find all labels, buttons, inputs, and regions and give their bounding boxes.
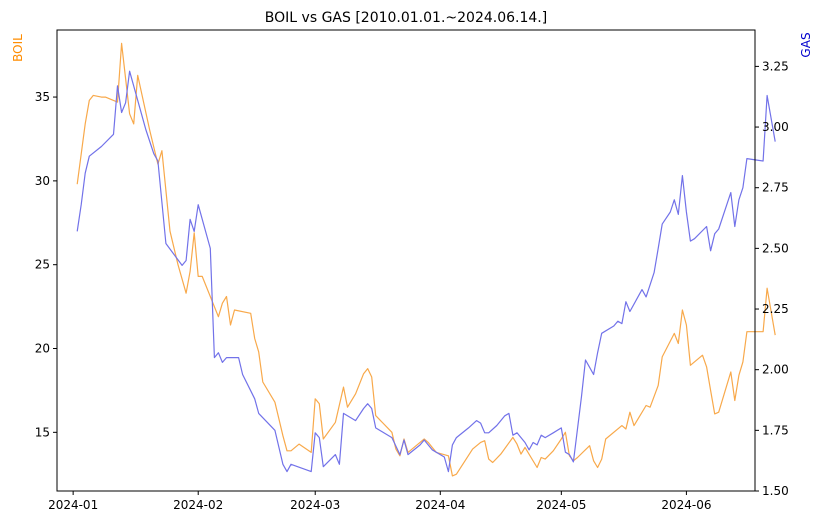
right-tick-label: 3.00 [762,120,789,134]
left-tick-label: 35 [35,90,50,104]
right-tick-label: 3.25 [762,59,789,73]
x-tick-label: 2024-02 [173,498,223,512]
x-tick-label: 2024-01 [48,498,98,512]
x-tick-label: 2024-04 [415,498,465,512]
left-tick-label: 20 [35,342,50,356]
right-tick-label: 2.25 [762,302,789,316]
left-tick-label: 25 [35,258,50,272]
right-tick-label: 2.50 [762,241,789,255]
left-axis-ticks: 15 20 25 30 35 [35,90,57,439]
right-tick-label: 2.00 [762,363,789,377]
right-axis-label: GAS [799,32,813,57]
left-tick-label: 30 [35,174,50,188]
x-tick-label: 2024-05 [536,498,586,512]
x-tick-label: 2024-06 [661,498,711,512]
chart-title: BOIL vs GAS [2010.01.01.~2024.06.14.] [265,10,547,26]
gas-series-line [76,70,776,473]
right-tick-label: 2.75 [762,181,789,195]
plot-frame [56,29,756,492]
x-axis-ticks: 2024-01 2024-02 2024-03 2024-04 2024-05 2024-… [48,491,711,512]
right-tick-label: 1.50 [762,484,789,498]
right-axis-ticks: 1.50 1.75 2.00 2.25 2.50 2.75 3.00 3.25 [755,59,789,498]
right-tick-label: 1.75 [762,423,789,437]
left-tick-label: 15 [35,425,50,439]
series-layer [76,42,776,477]
left-axis-label: BOIL [11,34,25,62]
boil-series-line [76,42,776,477]
x-tick-label: 2024-03 [290,498,340,512]
